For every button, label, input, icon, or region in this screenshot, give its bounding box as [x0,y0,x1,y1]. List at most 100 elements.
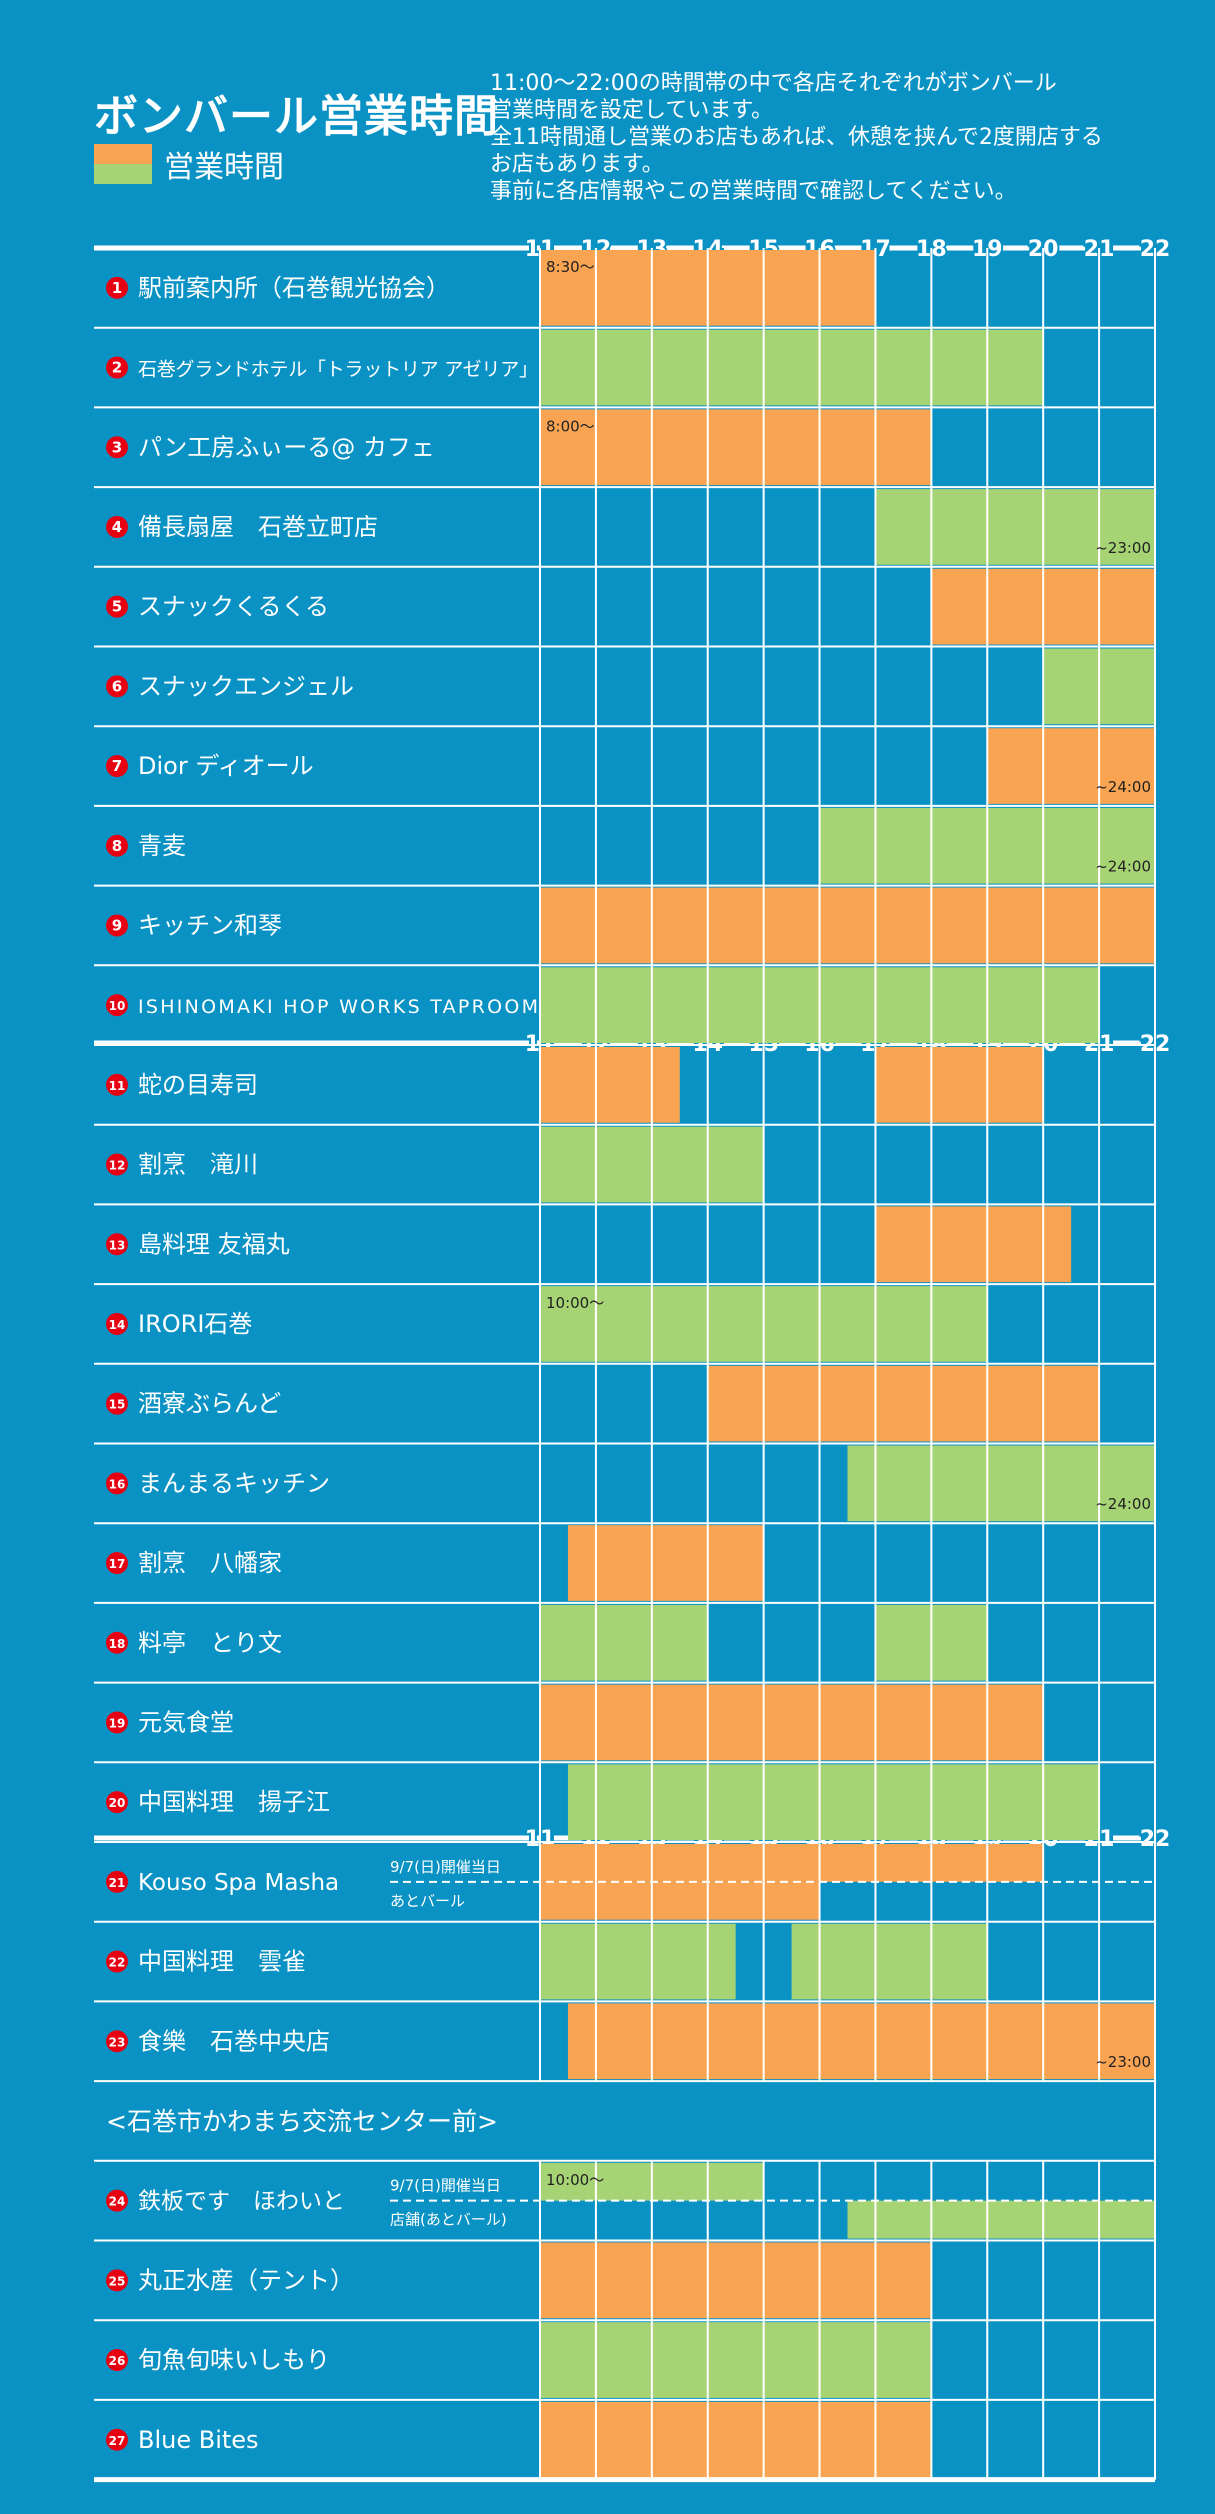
row-label: 旬魚旬味いしもり [138,2346,330,2374]
row-label: 中国料理 揚子江 [138,1788,330,1816]
row-label: IRORI石巻 [138,1310,252,1338]
row-number-badge [106,1870,128,1893]
row-label: スナックくるくる [138,593,329,621]
row-number: 16 [109,1477,126,1491]
row-number-badge [106,1312,128,1335]
row-number-badge [106,2189,128,2212]
row-number-badge [106,1392,128,1415]
description-line: 11:00〜22:00の時間帯の中で各店それぞれがボンバール [490,71,1057,96]
row-number-badge [106,1711,128,1734]
legend-swatch-green [94,164,152,184]
row-number: 17 [109,1557,126,1571]
row-number-badge [106,1472,128,1495]
row-label: Kouso Spa Masha [138,1870,339,1896]
row-number-badge [106,2428,128,2451]
row-number: 11 [109,1079,126,1093]
bar [540,409,932,486]
end-note: ~24:00 [1095,1495,1151,1513]
row-label: Dior ディオール [138,752,314,780]
page-title: ボンバール営業時間 [94,91,499,142]
bar [540,2322,932,2398]
bar [875,1047,1044,1123]
row-number-badge [106,595,128,618]
end-note: ~24:00 [1095,778,1151,796]
row-number-badge [106,1791,128,1814]
row-label: 食樂 石巻中央店 [138,2027,330,2055]
legend-swatch [94,144,152,184]
row-number: 12 [109,1159,126,1173]
row-number-badge [106,675,128,698]
row-label: 鉄板です ほわいと [138,2189,345,2215]
row-number-badge [106,1950,128,1973]
bar [540,1047,680,1123]
end-note: ~23:00 [1095,2053,1151,2071]
bar [567,1764,1100,1840]
bar [847,1445,1155,1522]
row-number: 8 [112,837,122,855]
bar [540,329,1044,406]
row-label: ISHINOMAKI HOP WORKS TAPROOM [138,996,538,1018]
row-label: 丸正水産（テント） [138,2266,354,2294]
row-number: 3 [112,438,122,456]
row-label: 駅前案内所（石巻観光協会） [138,274,450,302]
row-number-badge [106,2030,128,2053]
bar [875,489,1155,565]
row-sub-label: 店舗(あとバール) [390,2211,507,2229]
description-line: お店もあります。 [490,152,664,177]
row-number-badge [106,834,128,857]
row-number-badge [106,1073,128,1096]
bar [875,1206,1072,1283]
bar [707,1365,1100,1442]
row-label: Blue Bites [138,2426,259,2454]
row-number: 10 [109,999,126,1013]
row-label: 島料理 友福丸 [138,1230,290,1258]
hour-tick-label: 20 [1028,237,1059,262]
row-number-badge [106,914,128,937]
row-number: 18 [109,1637,126,1651]
row-number: 23 [109,2035,126,2049]
row-sub-label: あとバール [390,1892,465,1910]
row-number-badge [106,1153,128,1176]
row-number-badge [106,994,128,1017]
row-number: 7 [112,757,122,775]
row-number: 15 [109,1398,126,1412]
row-number: 21 [109,1876,126,1890]
row-number: 14 [109,1318,126,1332]
row-number-badge [106,276,128,299]
row-number-badge [106,755,128,778]
bar [847,2200,1155,2239]
bar [540,1923,736,2000]
row-number: 13 [109,1238,126,1252]
row-label: 中国料理 雲雀 [138,1948,306,1976]
description: 11:00〜22:00の時間帯の中で各店それぞれがボンバール 営業時間を設定して… [490,70,1190,205]
bar [567,2003,1155,2080]
legend: 営業時間 [94,142,284,186]
row-number: 6 [112,677,122,695]
legend-swatch-orange [94,144,152,164]
start-note: 10:00〜 [546,1294,604,1312]
row-label: 割烹 滝川 [138,1151,258,1179]
description-line: 全11時間通し営業のお店もあれば、休憩を挟んで2度開店する [490,125,1103,150]
row-number: 26 [109,2354,126,2368]
row-number-badge [106,436,128,459]
row-label: キッチン和琴 [138,911,282,939]
row-number: 27 [109,2434,126,2448]
start-note: 8:00〜 [546,417,595,435]
description-line: 事前に各店情報やこの営業時間で確認してください。 [490,179,1017,204]
row-label: 酒寮ぶらんど [138,1390,281,1418]
end-note: ~24:00 [1095,858,1151,876]
end-note: ~23:00 [1095,539,1151,557]
bar [987,728,1155,804]
legend-label: 営業時間 [164,150,284,185]
bar [540,1881,820,1920]
row-number-badge [106,1233,128,1256]
row-label: 備長扇屋 石巻立町店 [138,513,378,541]
bar [567,1525,764,1601]
row-label: 石巻グランドホテル「トラットリア アゼリア」 [138,359,538,381]
row-label: 元気食堂 [138,1708,234,1736]
row-number: 4 [112,518,122,536]
row-number-badge [106,1552,128,1575]
row-number: 19 [109,1716,126,1730]
bar [540,1684,1044,1761]
